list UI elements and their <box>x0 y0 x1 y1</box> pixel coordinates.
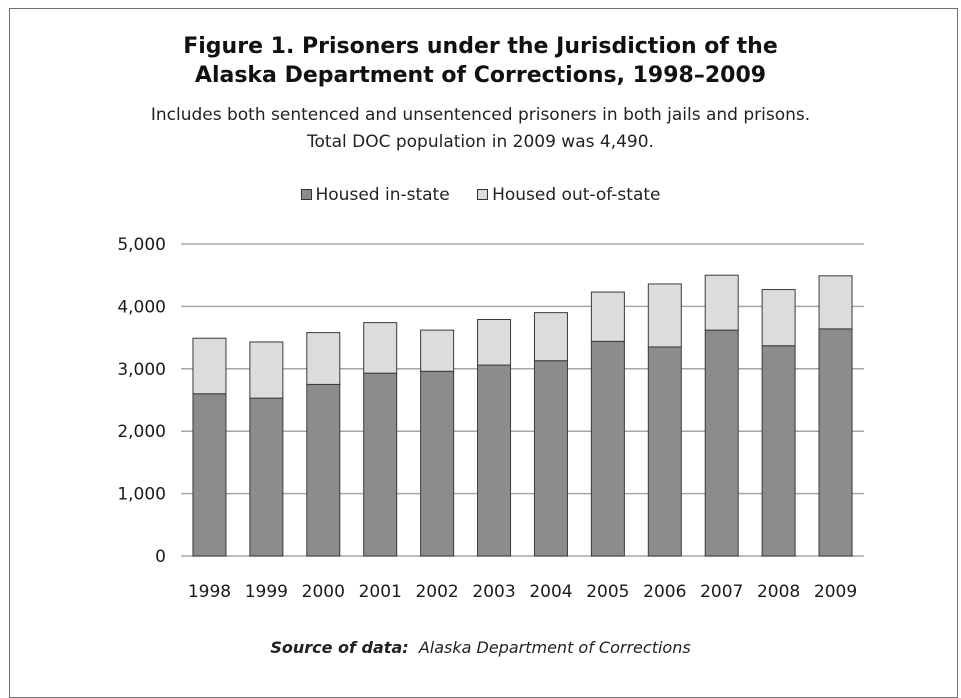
source-label: Source of data: <box>270 638 409 657</box>
x-tick-label-2005: 2005 <box>586 582 629 602</box>
bar-in-state-2009 <box>818 328 853 557</box>
bar-in-state-2008 <box>761 345 796 557</box>
y-axis-tick-labels: 0 1,000 2,000 3,000 4,000 5,000 <box>117 235 166 567</box>
bar-out-of-state-2002 <box>420 329 455 372</box>
y-tick-label: 3,000 <box>117 360 166 380</box>
bar-out-of-state-1998 <box>192 337 227 395</box>
y-tick-label: 2,000 <box>117 422 166 442</box>
chart-subtitle-line-2: Total DOC population in 2009 was 4,490. <box>307 132 654 152</box>
bars <box>192 274 853 557</box>
bar-in-state-2003 <box>477 364 512 557</box>
stacked-bar-chart: 0 1,000 2,000 3,000 4,000 5,000 1998 1999 2000 2… <box>117 235 864 602</box>
legend-label-out-of-state: Housed out-of-state <box>492 185 661 205</box>
bar-in-state-2002 <box>420 370 455 557</box>
x-tick-label-2006: 2006 <box>643 582 686 602</box>
bar-in-state-2004 <box>533 360 568 557</box>
x-tick-label-1999: 1999 <box>245 582 288 602</box>
x-tick-label-2008: 2008 <box>757 582 800 602</box>
x-tick-label-2007: 2007 <box>700 582 743 602</box>
bar-out-of-state-2009 <box>818 275 853 330</box>
bar-in-state-2006 <box>647 346 682 557</box>
bar-out-of-state-2001 <box>363 322 398 374</box>
bar-in-state-2000 <box>306 383 341 557</box>
x-tick-label-1998: 1998 <box>188 582 231 602</box>
x-tick-label-2000: 2000 <box>302 582 345 602</box>
x-tick-label-2003: 2003 <box>472 582 515 602</box>
source-text: Alaska Department of Corrections <box>418 638 691 657</box>
bar-out-of-state-2000 <box>306 332 341 385</box>
y-tick-label: 5,000 <box>117 235 166 255</box>
bar-in-state-2001 <box>363 372 398 557</box>
bar-out-of-state-2005 <box>590 291 625 342</box>
x-tick-label-2002: 2002 <box>415 582 458 602</box>
bar-in-state-2005 <box>590 340 625 557</box>
y-tick-label: 4,000 <box>117 297 166 317</box>
x-axis-tick-labels: 1998 1999 2000 2001 2002 2003 2004 2005 2006 2007… <box>188 582 857 602</box>
x-tick-label-2001: 2001 <box>359 582 402 602</box>
grid-lines <box>181 243 864 557</box>
chart-legend: Housed in-state Housed out-of-state <box>0 183 961 207</box>
legend-swatch-in-state <box>300 189 312 200</box>
legend-swatch-out-of-state <box>477 189 489 200</box>
bar-out-of-state-1999 <box>249 341 284 399</box>
bar-out-of-state-2008 <box>761 289 796 347</box>
bar-out-of-state-2006 <box>647 283 682 348</box>
chart-title-line-2: Alaska Department of Corrections, 1998–2… <box>194 63 767 88</box>
chart-title-line-1: Figure 1. Prisoners under the Jurisdicti… <box>183 34 778 59</box>
legend-item-out-of-state: Housed out-of-state <box>477 183 661 207</box>
bar-out-of-state-2003 <box>477 319 512 366</box>
y-tick-label: 1,000 <box>117 485 166 505</box>
bar-out-of-state-2007 <box>704 274 739 331</box>
chart-title: Figure 1. Prisoners under the Jurisdicti… <box>0 32 961 90</box>
bar-in-state-2007 <box>704 329 739 557</box>
bar-in-state-1999 <box>249 397 284 557</box>
source-note: Source of data: Alaska Department of Cor… <box>0 638 961 657</box>
bar-in-state-1998 <box>192 393 227 557</box>
x-tick-label-2009: 2009 <box>814 582 857 602</box>
legend-label-in-state: Housed in-state <box>315 185 450 205</box>
chart-subtitle: Includes both sentenced and unsentenced … <box>0 102 961 156</box>
chart-subtitle-line-1: Includes both sentenced and unsentenced … <box>150 105 811 125</box>
bar-out-of-state-2004 <box>533 312 568 362</box>
x-tick-label-2004: 2004 <box>529 582 572 602</box>
legend-item-in-state: Housed in-state <box>300 183 450 207</box>
y-tick-label: 0 <box>155 547 166 567</box>
